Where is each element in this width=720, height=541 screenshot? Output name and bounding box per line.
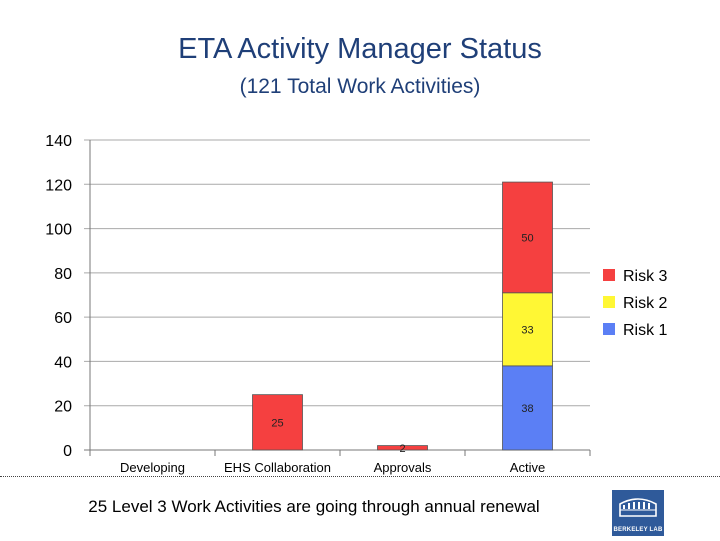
legend-swatch — [603, 323, 615, 335]
y-tick-label: 0 — [63, 443, 72, 460]
y-tick-label: 80 — [54, 266, 72, 283]
data-label: 25 — [271, 417, 283, 429]
data-label: 2 — [399, 443, 405, 455]
bar-segment — [252, 394, 303, 451]
bar-segment — [377, 445, 428, 451]
y-tick-label: 120 — [45, 177, 72, 194]
divider-line — [0, 476, 720, 477]
y-tick-label: 20 — [54, 399, 72, 416]
legend-swatch — [603, 269, 615, 281]
bar-segment — [502, 181, 553, 294]
x-tick-label: EHS Collaboration — [224, 460, 331, 475]
x-tick-label: Active — [510, 460, 545, 475]
y-tick-label: 40 — [54, 354, 72, 371]
bar-segment — [502, 292, 553, 367]
footnote: 25 Level 3 Work Activities are going thr… — [88, 497, 540, 516]
berkeley-lab-logo: BERKELEY LAB — [612, 490, 664, 536]
y-tick-label: 140 — [45, 133, 72, 150]
legend-swatch — [603, 296, 615, 308]
legend-label: Risk 3 — [623, 268, 668, 285]
logo-wordmark: BERKELEY LAB — [613, 527, 663, 533]
chart-title: ETA Activity Manager Status — [178, 33, 542, 65]
chart-subtitle: (121 Total Work Activities) — [239, 75, 481, 98]
data-label: 33 — [521, 324, 533, 336]
bar-segment — [502, 365, 553, 451]
lab-building-icon — [619, 498, 657, 517]
data-label: 38 — [521, 403, 533, 415]
x-tick-label: Developing — [120, 460, 185, 475]
legend-label: Risk 1 — [623, 322, 668, 339]
y-tick-label: 60 — [54, 310, 72, 327]
stacked-bar-chart: 0 20 40 60 80 100 120 140 Developing EHS Collabor… — [45, 133, 668, 475]
legend-label: Risk 2 — [623, 295, 668, 312]
x-tick-label: Approvals — [374, 460, 432, 475]
y-tick-label: 100 — [45, 222, 72, 239]
data-label: 50 — [521, 232, 533, 244]
